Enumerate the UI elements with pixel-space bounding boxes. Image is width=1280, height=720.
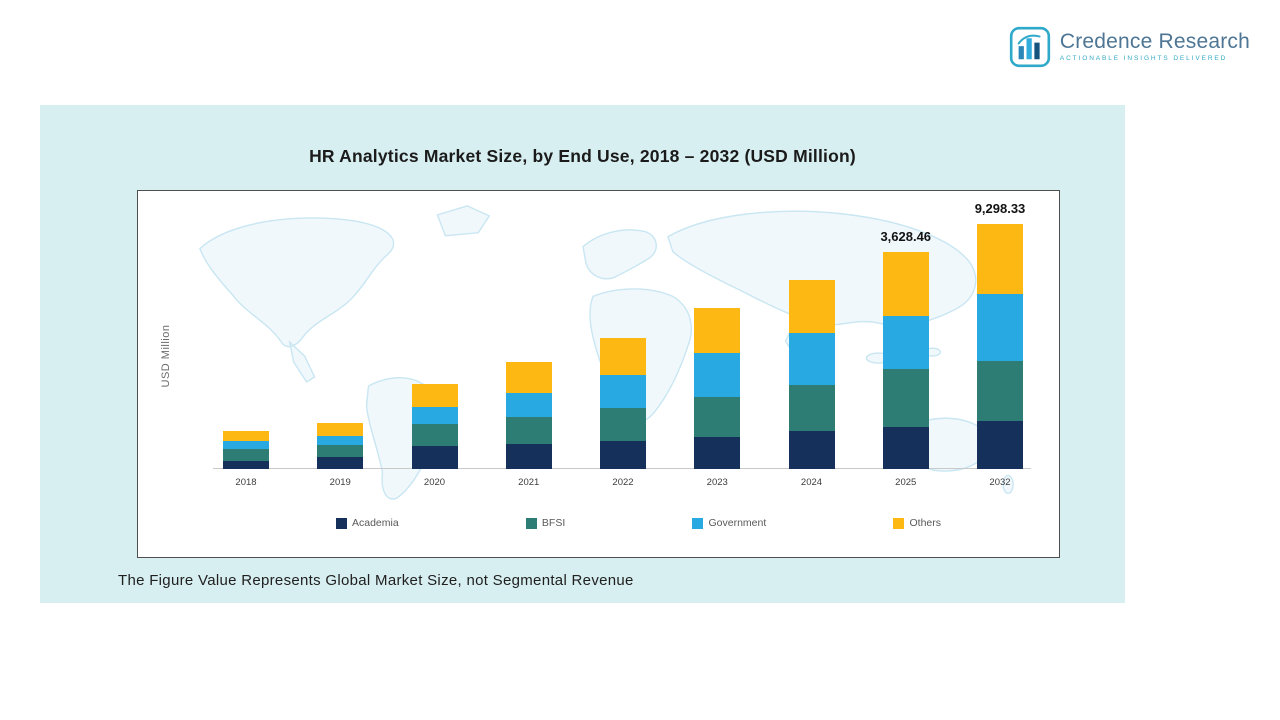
chart-title: HR Analytics Market Size, by End Use, 20… [309, 146, 856, 166]
plot-area: USD Million 2018 2019 2020 2021 2022 2023 2024… [137, 190, 1060, 558]
bar-segment-academia [411, 446, 458, 469]
legend-swatch [692, 517, 704, 529]
x-axis-label: 2025 [895, 477, 917, 488]
y-axis-title: USD Million [160, 324, 172, 388]
x-axis-label: 2020 [423, 477, 446, 488]
bar-segment-academia [505, 444, 552, 469]
bar-segment-bfsi [411, 424, 458, 446]
bar-group-2018: 2018 [223, 431, 269, 488]
bar-segment-academia [977, 421, 1023, 469]
bar-group-2019: 2019 [317, 423, 364, 488]
legend-swatch [525, 517, 537, 529]
bar-group-2020: 2020 [411, 384, 458, 488]
legend-item-academia: Academia [336, 517, 399, 529]
legend-label: Academia [352, 517, 399, 529]
bar-segment-government [882, 316, 929, 369]
bar-segment-government [223, 441, 269, 449]
x-axis-label: 2019 [329, 477, 351, 488]
bar-segment-academia [317, 457, 364, 469]
bar-segment-bfsi [600, 408, 646, 441]
bar-segment-academia [882, 427, 929, 469]
legend-item-bfsi: BFSI [525, 517, 566, 529]
bar-segment-bfsi [694, 397, 741, 437]
chart-footnote: The Figure Value Represents Global Marke… [118, 572, 634, 589]
bar-segment-bfsi [788, 385, 835, 431]
bar-segment-bfsi [882, 369, 929, 427]
bar-segment-others [977, 224, 1023, 294]
legend-label: BFSI [541, 517, 566, 529]
legend-item-others: Others [893, 517, 941, 529]
bar-segment-academia [223, 461, 269, 469]
x-axis-label: 2024 [800, 477, 823, 488]
bar-segment-bfsi [505, 417, 552, 444]
bar-segment-academia [600, 441, 646, 469]
bar-group-2024: 2024 [788, 280, 835, 488]
bar-group-2022: 2022 [600, 338, 646, 488]
bar-segment-others [882, 252, 929, 316]
legend-swatch [893, 517, 905, 529]
bar-segment-others [788, 280, 835, 333]
bar-group-2025: 3,628.46 2025 [880, 229, 931, 488]
legend: Academia BFSI Government Others [336, 517, 941, 529]
bar-group-2032: 9,298.33 2032 [975, 201, 1026, 488]
bar-group-2021: 2021 [505, 362, 552, 488]
bar-segment-government [788, 333, 835, 385]
x-axis-label: 2018 [235, 477, 257, 488]
bar-segment-others [694, 308, 741, 353]
bar-segment-government [317, 436, 364, 445]
legend-label: Others [909, 517, 941, 529]
bar-total-label: 3,628.46 [880, 229, 932, 244]
legend-swatch [336, 517, 347, 529]
chart-panel: HR Analytics Market Size, by End Use, 20… [40, 105, 1125, 603]
bar-segment-others [411, 384, 458, 407]
x-axis-label: 2022 [612, 477, 634, 488]
legend-item-government: Government [692, 517, 766, 529]
bar-segment-bfsi [223, 449, 269, 461]
bars-area: 2018 2019 2020 2021 2022 2023 2024 3,628.46 2025… [223, 189, 1026, 488]
credence-research-logo: Credence Research Actionable Insights De… [1009, 26, 1250, 68]
logo-name: Credence Research [1059, 30, 1250, 54]
bar-segment-bfsi [977, 361, 1023, 421]
x-axis-label: 2032 [989, 477, 1011, 488]
x-axis-label: 2023 [706, 477, 728, 488]
bar-segment-others [600, 338, 646, 375]
legend-label: Government [708, 517, 767, 529]
bar-segment-government [505, 393, 552, 417]
bar-segment-academia [788, 431, 835, 469]
bar-total-label: 9,298.33 [974, 201, 1026, 216]
logo-bar-chart-icon [1009, 26, 1050, 68]
bar-segment-others [223, 431, 269, 441]
bar-segment-others [505, 362, 552, 393]
logo-tagline: Actionable Insights Delivered [1059, 55, 1228, 63]
bar-segment-academia [694, 437, 741, 469]
bar-segment-government [600, 375, 646, 408]
bar-segment-bfsi [317, 445, 364, 457]
bar-segment-government [977, 294, 1023, 361]
bar-segment-government [411, 407, 458, 424]
x-axis-label: 2021 [518, 477, 540, 488]
bar-segment-others [317, 423, 364, 436]
bar-segment-government [694, 353, 741, 397]
bar-group-2023: 2023 [694, 308, 741, 488]
